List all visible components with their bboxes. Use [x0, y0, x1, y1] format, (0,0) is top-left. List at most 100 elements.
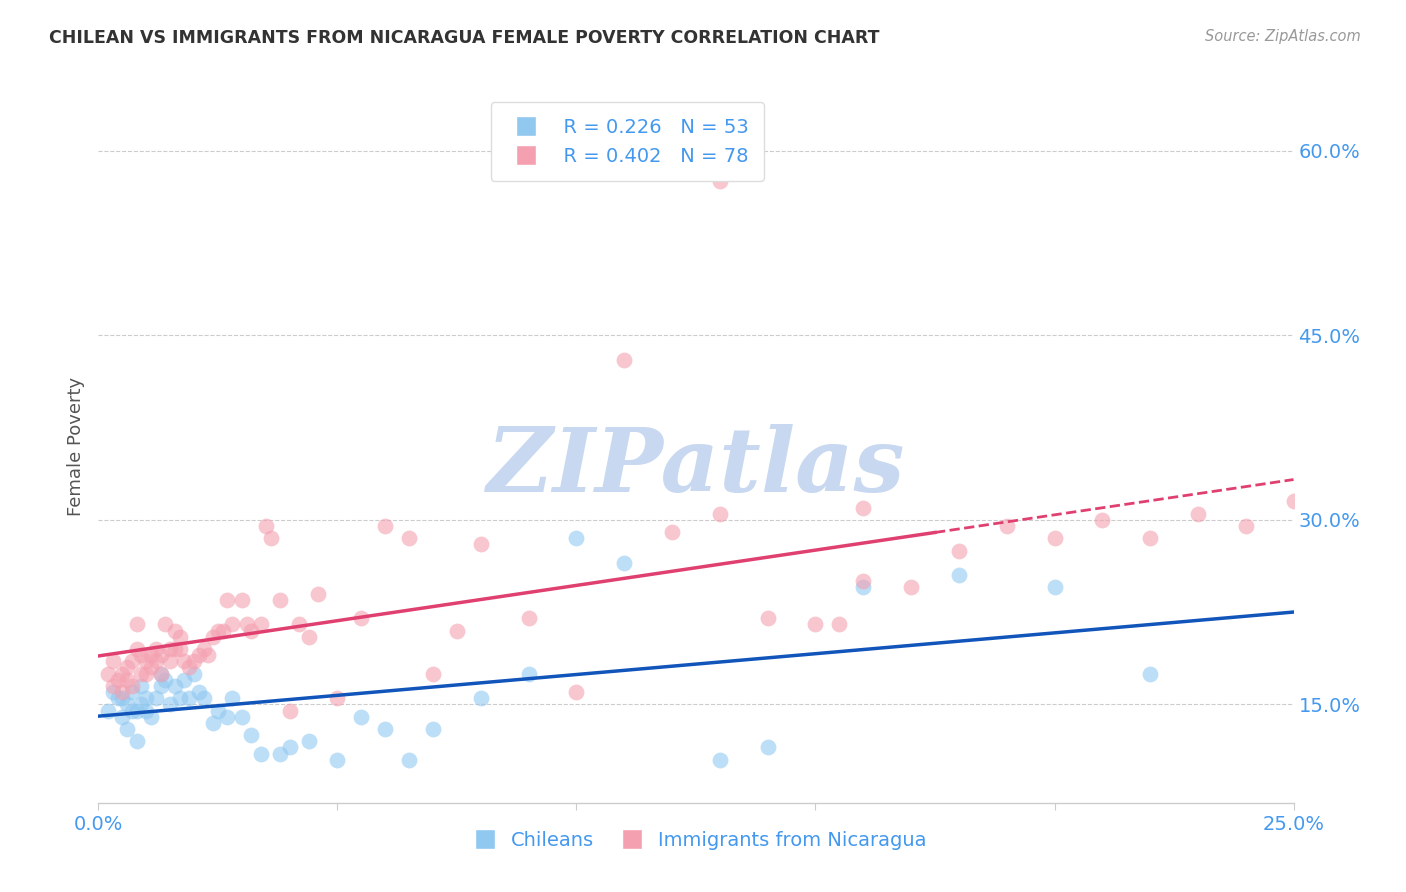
Point	[125, 617, 148, 632]
Point	[107, 691, 129, 706]
Point	[709, 174, 731, 188]
Point	[278, 704, 301, 718]
Point	[149, 666, 172, 681]
Point	[159, 654, 181, 668]
Point	[565, 685, 588, 699]
Point	[115, 673, 138, 687]
Point	[756, 611, 779, 625]
Point	[613, 556, 636, 570]
Point	[852, 574, 875, 589]
Point	[269, 747, 291, 761]
Point	[155, 617, 177, 632]
Point	[179, 660, 201, 674]
Point	[298, 734, 321, 748]
Point	[149, 679, 172, 693]
Text: CHILEAN VS IMMIGRANTS FROM NICARAGUA FEMALE POVERTY CORRELATION CHART: CHILEAN VS IMMIGRANTS FROM NICARAGUA FEM…	[49, 29, 880, 46]
Point	[131, 648, 153, 662]
Point	[470, 537, 492, 551]
Point	[398, 531, 420, 545]
Point	[207, 624, 229, 638]
Point	[326, 753, 349, 767]
Point	[101, 654, 124, 668]
Point	[107, 673, 129, 687]
Point	[139, 660, 162, 674]
Point	[149, 666, 172, 681]
Point	[350, 611, 373, 625]
Point	[240, 624, 263, 638]
Point	[307, 587, 329, 601]
Point	[235, 617, 257, 632]
Point	[97, 666, 120, 681]
Point	[135, 666, 157, 681]
Point	[202, 715, 225, 730]
Point	[948, 568, 970, 582]
Point	[125, 704, 148, 718]
Point	[709, 753, 731, 767]
Point	[179, 691, 201, 706]
Point	[145, 654, 167, 668]
Point	[565, 531, 588, 545]
Point	[193, 691, 215, 706]
Point	[1091, 513, 1114, 527]
Point	[139, 648, 162, 662]
Point	[948, 543, 970, 558]
Point	[374, 519, 396, 533]
Point	[97, 704, 120, 718]
Point	[111, 691, 134, 706]
Point	[115, 698, 138, 712]
Point	[1043, 531, 1066, 545]
Point	[115, 660, 138, 674]
Point	[173, 673, 195, 687]
Y-axis label: Female Poverty: Female Poverty	[66, 376, 84, 516]
Point	[231, 709, 253, 723]
Point	[101, 679, 124, 693]
Point	[1282, 494, 1305, 508]
Point	[709, 507, 731, 521]
Point	[197, 648, 219, 662]
Point	[250, 747, 273, 761]
Point	[217, 592, 239, 607]
Point	[250, 617, 273, 632]
Point	[1187, 507, 1209, 521]
Point	[446, 624, 468, 638]
Point	[422, 666, 444, 681]
Point	[254, 519, 277, 533]
Point	[111, 709, 134, 723]
Point	[115, 722, 138, 736]
Point	[187, 648, 209, 662]
Text: Source: ZipAtlas.com: Source: ZipAtlas.com	[1205, 29, 1361, 44]
Point	[221, 691, 243, 706]
Point	[125, 642, 148, 657]
Point	[173, 654, 195, 668]
Point	[613, 352, 636, 367]
Legend: Chileans, Immigrants from Nicaragua: Chileans, Immigrants from Nicaragua	[458, 822, 934, 857]
Point	[159, 642, 181, 657]
Point	[163, 624, 186, 638]
Point	[756, 740, 779, 755]
Point	[125, 734, 148, 748]
Point	[326, 691, 349, 706]
Point	[101, 685, 124, 699]
Point	[221, 617, 243, 632]
Point	[131, 698, 153, 712]
Point	[183, 654, 205, 668]
Point	[169, 642, 191, 657]
Point	[149, 648, 172, 662]
Point	[145, 642, 167, 657]
Point	[159, 698, 181, 712]
Point	[1139, 531, 1161, 545]
Point	[661, 525, 683, 540]
Point	[298, 630, 321, 644]
Point	[121, 685, 143, 699]
Point	[131, 666, 153, 681]
Point	[804, 617, 827, 632]
Point	[517, 666, 540, 681]
Point	[207, 704, 229, 718]
Point	[374, 722, 396, 736]
Point	[169, 630, 191, 644]
Point	[259, 531, 281, 545]
Point	[169, 691, 191, 706]
Point	[183, 666, 205, 681]
Point	[1043, 581, 1066, 595]
Point	[163, 679, 186, 693]
